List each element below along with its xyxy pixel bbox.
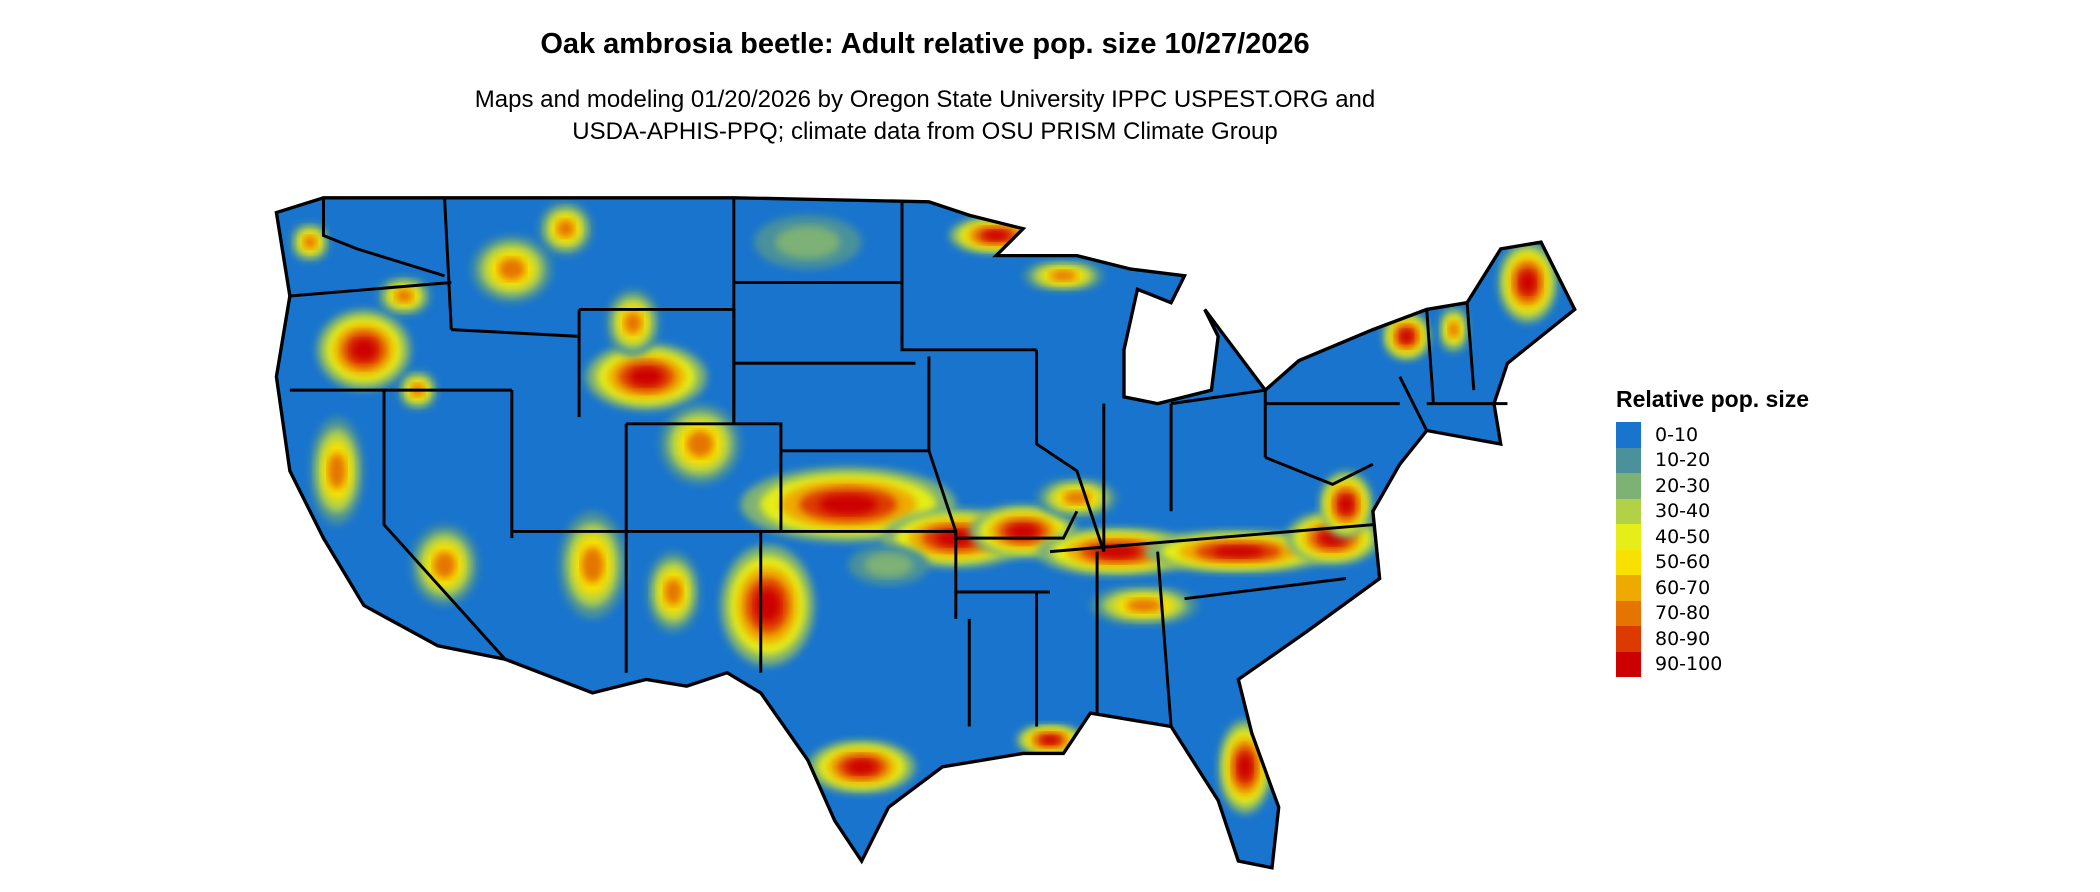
state-border	[1035, 349, 1106, 553]
legend: Relative pop. size 0-10 10-20 20-30 30-40 40…	[1616, 386, 1809, 677]
heat-patch	[818, 494, 878, 515]
heat-layer	[289, 201, 1558, 814]
legend-label: 50-60	[1655, 551, 1711, 574]
legend-swatch	[1616, 549, 1641, 575]
state-border	[626, 422, 783, 532]
legend-swatch	[1616, 651, 1641, 677]
state-border	[443, 197, 453, 330]
heat-patch	[775, 226, 841, 259]
legend-label: 10-20	[1655, 449, 1711, 472]
heat-patch	[1237, 754, 1253, 780]
legend-label: 80-90	[1655, 627, 1711, 650]
heat-patch	[1448, 321, 1460, 338]
chart-title: Oak ambrosia beetle: Adult relative pop.…	[540, 28, 1310, 60]
state-border	[451, 328, 580, 338]
legend-swatch	[1616, 473, 1641, 499]
state-border	[1170, 388, 1266, 406]
legend-label: 60-70	[1655, 576, 1711, 599]
state-border	[1049, 523, 1374, 554]
heat-patch	[623, 311, 642, 335]
legend-item: 50-60	[1616, 549, 1809, 575]
legend-item: 10-20	[1616, 447, 1809, 473]
legend-swatch	[1616, 498, 1641, 524]
legend-swatch	[1616, 524, 1641, 550]
state-border	[1465, 302, 1476, 391]
chart-subtitle-line-1: Maps and modeling 01/20/2026 by Oregon S…	[474, 86, 1376, 113]
heat-patch	[1008, 524, 1038, 539]
legend-label: 40-50	[1655, 525, 1711, 548]
state-border	[1425, 309, 1435, 404]
heat-patch	[1399, 329, 1414, 343]
heat-patch	[1338, 495, 1354, 514]
heat-patch	[846, 759, 877, 775]
heat-patch	[983, 230, 1010, 241]
heat-patch	[433, 551, 456, 579]
state-border	[955, 510, 1079, 540]
legend-label: 70-80	[1655, 602, 1711, 625]
legend-item: 80-90	[1616, 626, 1809, 652]
legend-item: 0-10	[1616, 422, 1809, 448]
heat-patch	[629, 367, 663, 386]
legend-label: 30-40	[1655, 500, 1711, 523]
legend-swatch	[1616, 600, 1641, 626]
legend-label: 90-100	[1655, 653, 1723, 676]
state-border	[927, 450, 958, 532]
state-border	[289, 281, 452, 298]
legend-item: 20-30	[1616, 473, 1809, 499]
heat-patch	[754, 588, 781, 622]
legend-item: 60-70	[1616, 575, 1809, 601]
state-border	[1264, 456, 1374, 486]
heat-patch	[581, 547, 604, 584]
heat-patch	[327, 452, 346, 489]
heat-patch	[1050, 270, 1077, 282]
heat-patch	[1126, 598, 1163, 613]
heat-patch	[395, 289, 414, 303]
heat-patch	[1519, 271, 1536, 294]
heat-patch	[686, 430, 714, 458]
legend-label: 0-10	[1655, 423, 1699, 446]
legend-title: Relative pop. size	[1616, 386, 1810, 412]
legend-swatch	[1616, 626, 1641, 652]
legend-swatch	[1616, 422, 1641, 448]
chart-subtitle-line-2: USDA-APHIS-PPQ; climate data from OSU PR…	[572, 118, 1278, 145]
heat-patch	[1212, 545, 1265, 558]
heat-patch	[556, 219, 575, 238]
heat-patch	[303, 235, 317, 249]
state-borders	[289, 197, 1508, 727]
heat-patch	[498, 257, 526, 281]
heat-patch	[664, 578, 683, 606]
heat-patch	[351, 338, 377, 361]
us-outline	[274, 196, 1577, 870]
legend-item: 90-100	[1616, 651, 1809, 677]
legend-swatch	[1616, 575, 1641, 601]
state-border	[382, 390, 507, 661]
heat-patch	[1040, 735, 1060, 745]
legend-label: 20-30	[1655, 474, 1711, 497]
legend-swatch	[1616, 447, 1641, 473]
state-border	[1184, 577, 1347, 601]
legend-item: 70-80	[1616, 600, 1809, 626]
state-border	[322, 197, 446, 278]
legend-item: 40-50	[1616, 524, 1809, 550]
state-border	[900, 201, 1037, 352]
state-border	[1156, 551, 1173, 727]
state-border	[1398, 376, 1429, 432]
heat-patch	[864, 552, 913, 578]
legend-item: 30-40	[1616, 498, 1809, 524]
